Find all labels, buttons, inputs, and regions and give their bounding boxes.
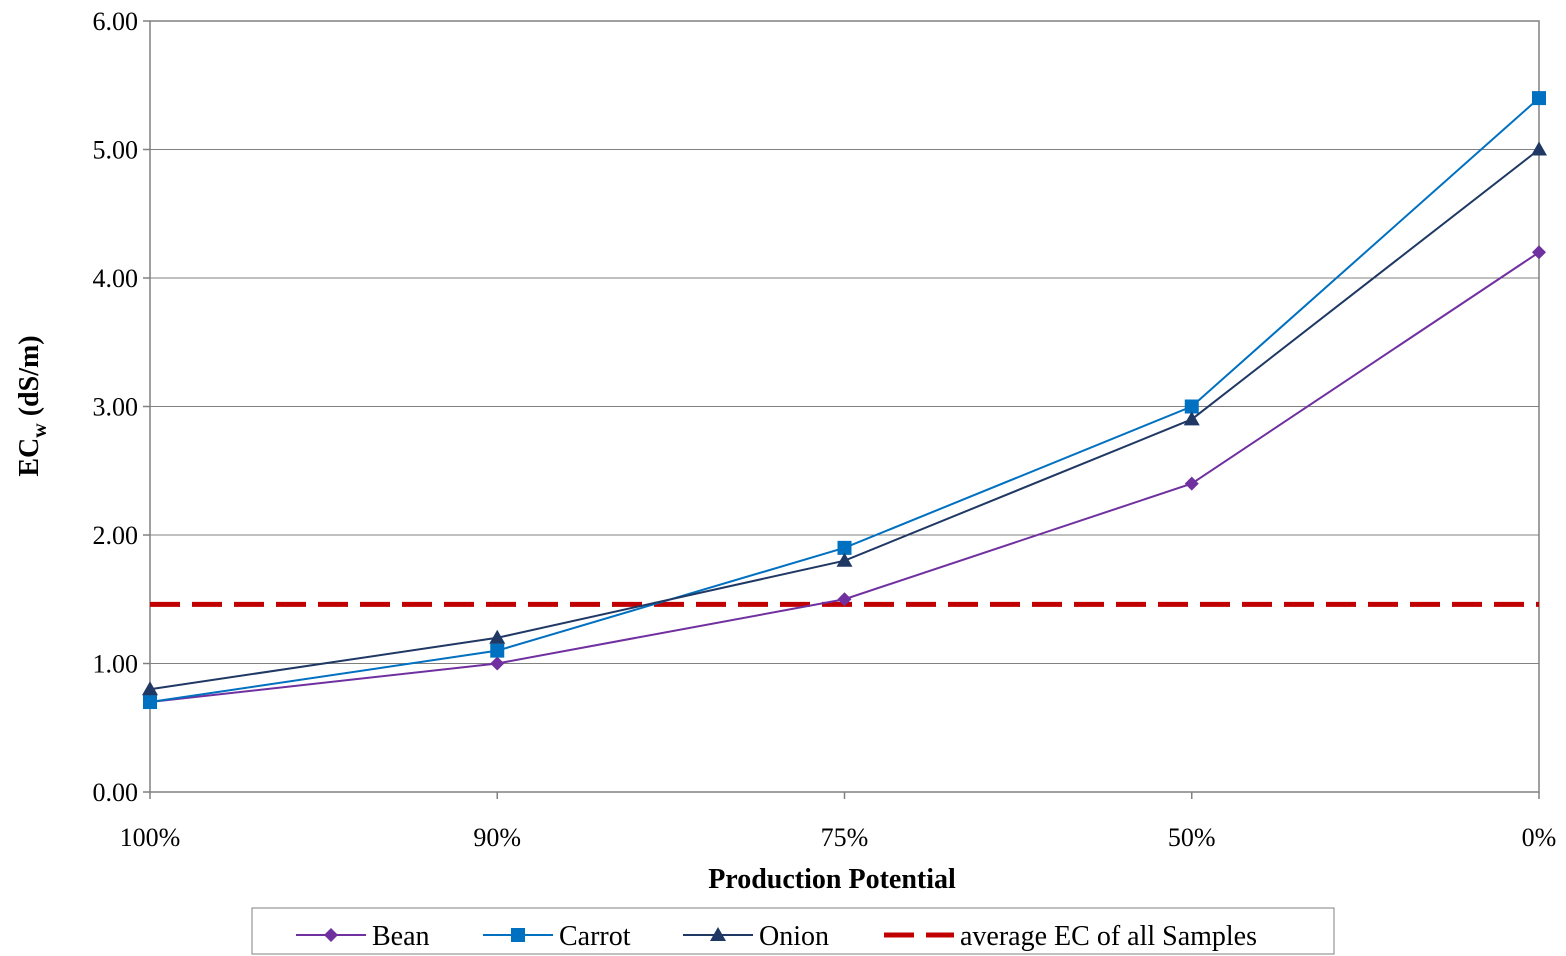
legend-label: Onion xyxy=(759,921,829,952)
series-line-carrot xyxy=(149,97,1540,704)
data-point-carrot xyxy=(837,540,852,555)
x-tick-label: 90% xyxy=(473,823,521,852)
y-axis-title: ECw (dS/m) xyxy=(14,335,51,476)
y-tick-label: 4.00 xyxy=(93,264,139,293)
data-point-carrot xyxy=(1532,91,1546,106)
series-group xyxy=(142,91,1547,710)
data-point-carrot xyxy=(143,695,157,710)
legend-swatch-marker xyxy=(511,928,525,942)
data-point-carrot xyxy=(1184,399,1199,414)
legend: Bean Carrot Onion average EC of all Samples xyxy=(251,907,1335,955)
x-tick-label: 50% xyxy=(1168,823,1216,852)
y-tick-label: 5.00 xyxy=(93,136,139,165)
legend-swatch-marker xyxy=(710,927,726,941)
x-axis: 100% 90% 75% 50% 0% xyxy=(120,792,1557,852)
data-point-carrot xyxy=(490,643,505,658)
legend-label: average EC of all Samples xyxy=(960,921,1257,952)
series-line-bean xyxy=(149,251,1540,704)
legend-swatch-marker xyxy=(324,928,338,942)
data-point-bean xyxy=(490,656,505,671)
data-point-onion xyxy=(142,681,158,696)
x-tick-label: 0% xyxy=(1522,823,1557,852)
y-axis-title-unit: (dS/m) xyxy=(14,335,45,423)
x-axis-title: Production Potential xyxy=(708,864,956,895)
data-point-onion xyxy=(836,552,853,567)
data-point-onion xyxy=(1183,411,1200,426)
y-axis: 0.00 1.00 2.00 3.00 4.00 5.00 6.00 xyxy=(93,7,150,807)
y-axis-title-subscript: w xyxy=(29,423,51,438)
series-line-onion xyxy=(149,148,1540,691)
y-axis-title-main: EC xyxy=(14,438,45,477)
data-point-bean xyxy=(837,592,852,607)
y-tick-label: 3.00 xyxy=(93,393,139,422)
x-tick-label: 100% xyxy=(120,823,181,852)
data-point-onion xyxy=(1531,141,1547,156)
y-tick-label: 1.00 xyxy=(93,650,139,679)
y-tick-label: 2.00 xyxy=(93,521,139,550)
x-tick-label: 75% xyxy=(821,823,869,852)
data-point-bean xyxy=(1184,476,1199,491)
legend-items: Bean Carrot Onion average EC of all Samples xyxy=(296,921,1257,952)
legend-label: Bean xyxy=(372,921,430,952)
data-point-onion xyxy=(489,629,506,644)
legend-label: Carrot xyxy=(559,921,631,952)
grid-lines xyxy=(150,149,1539,664)
data-point-bean xyxy=(1532,245,1546,260)
y-tick-label: 6.00 xyxy=(93,7,139,36)
legend-box xyxy=(251,907,1335,955)
y-tick-label: 0.00 xyxy=(93,778,139,807)
